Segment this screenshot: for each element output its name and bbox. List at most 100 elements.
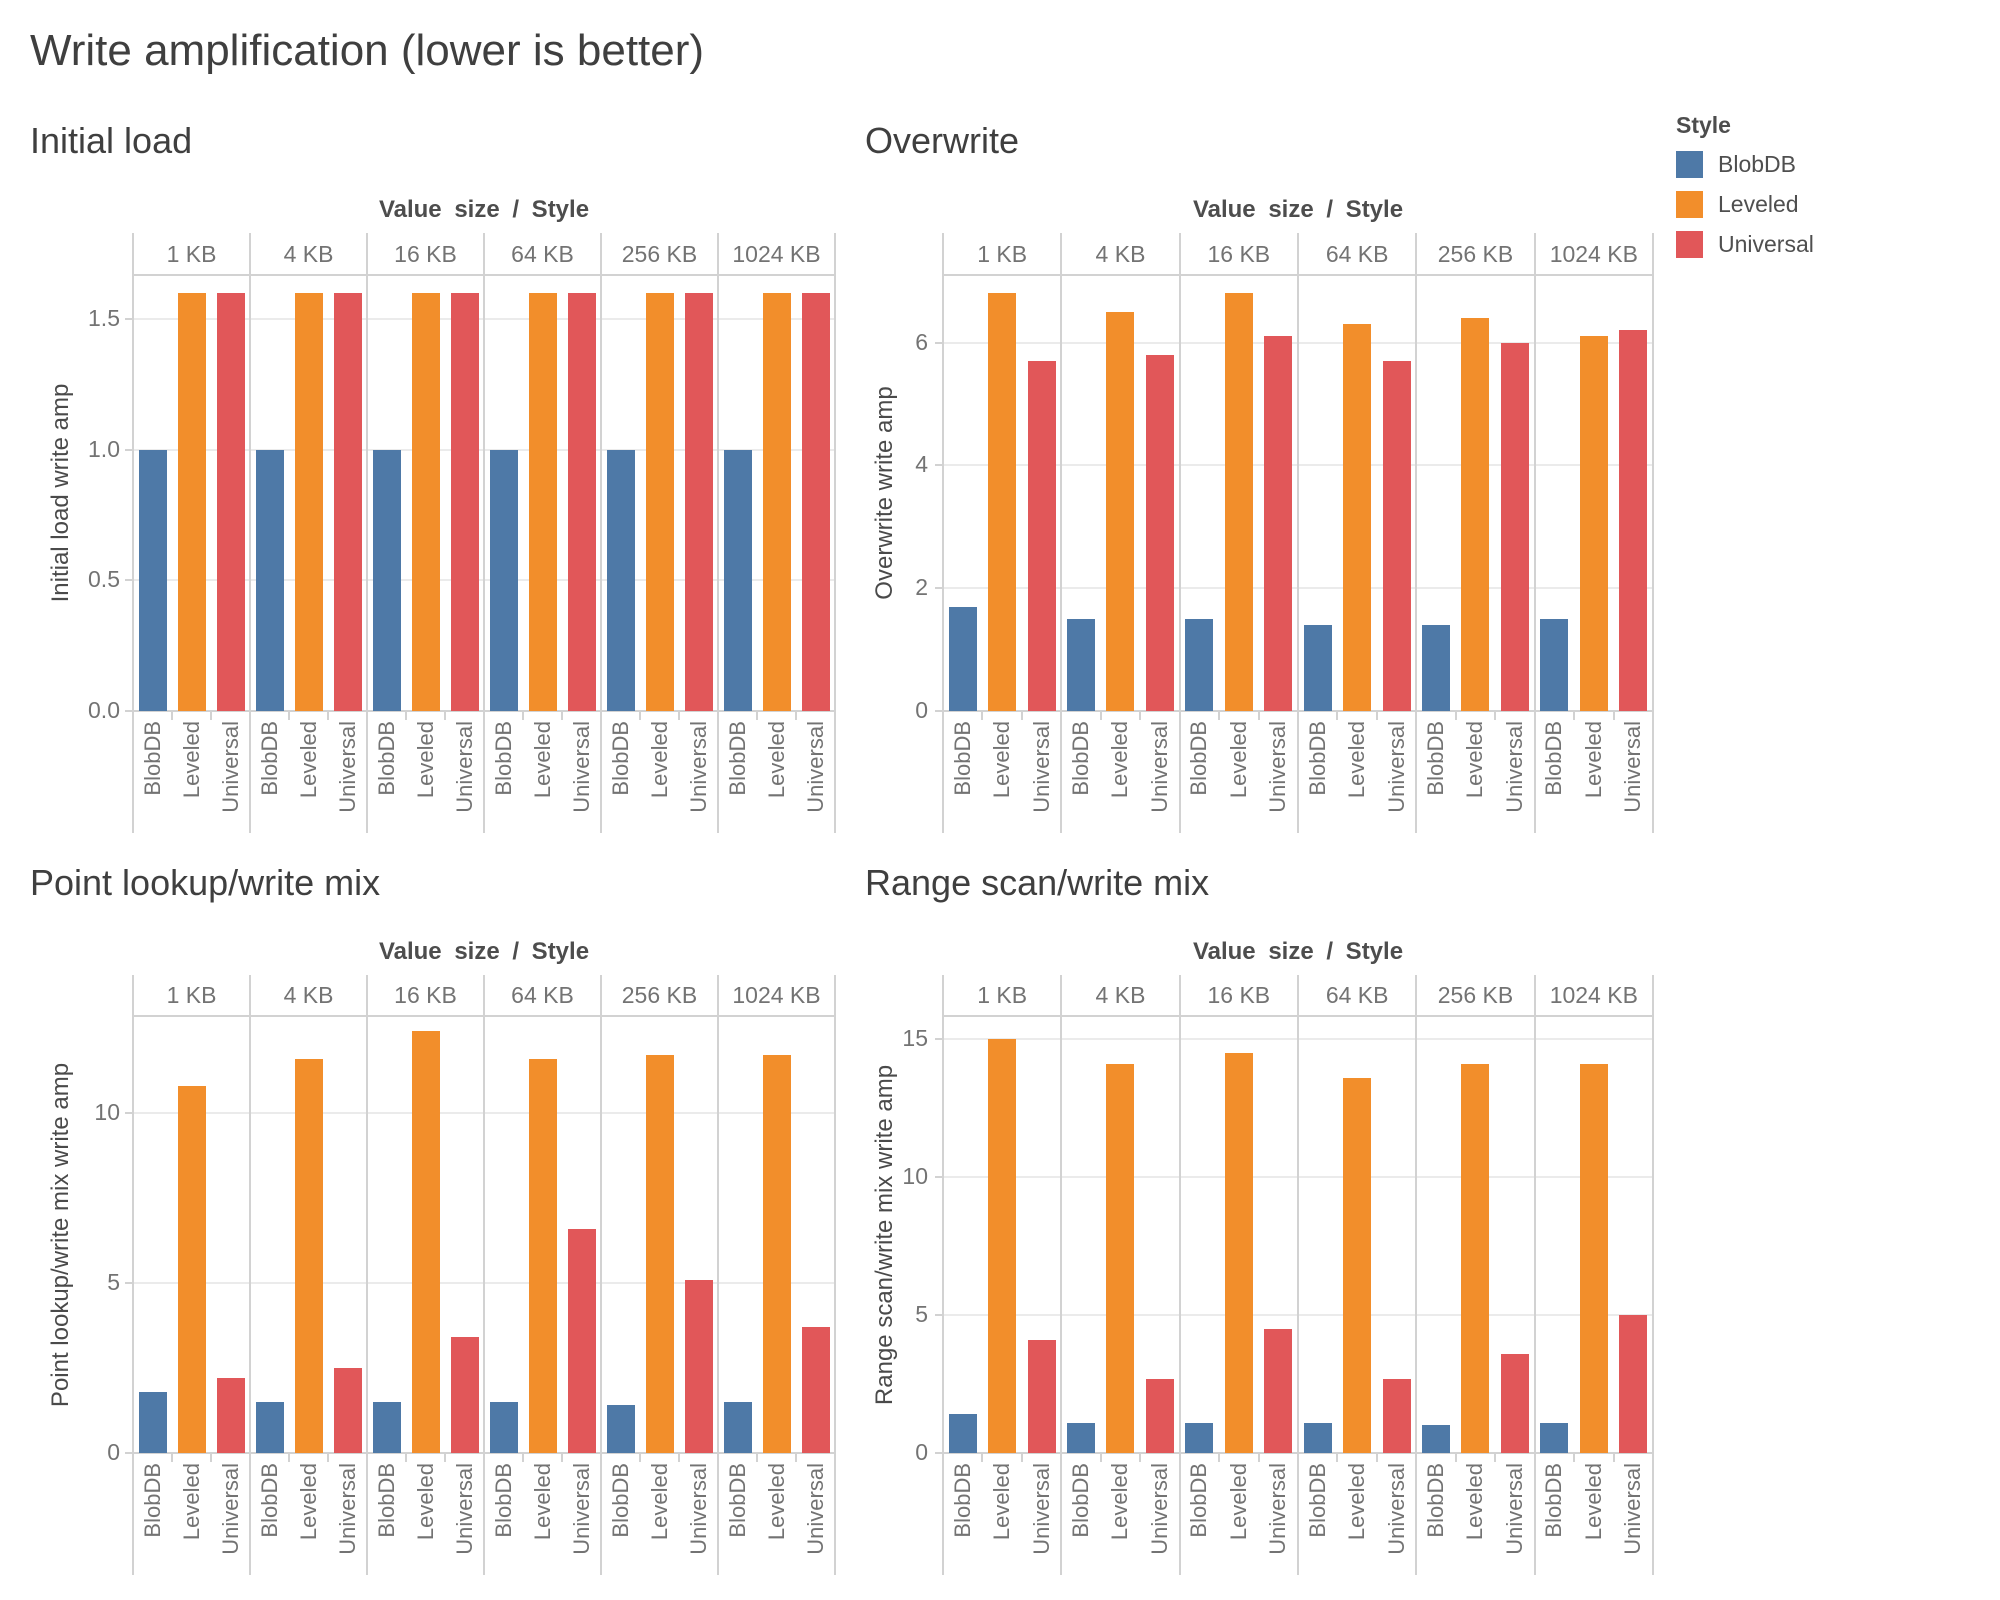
category-tick [678,1453,680,1462]
x-category-label-universal: Universal [1147,1463,1172,1555]
category-tick [981,711,983,720]
category-tick [981,1453,983,1462]
x-category-label-universal: Universal [569,1463,594,1555]
category-tick [561,1453,563,1462]
category-tick [327,1453,329,1462]
x-category-label-blobdb: BlobDB [725,1463,750,1538]
bar-overwrite-1-kb-blobdb [949,607,977,711]
column-header-16-kb: 16 KB [1207,240,1271,267]
column-field-header: Value size / Style [378,196,590,223]
bar-overwrite-1024-kb-universal [1619,330,1647,711]
pane-divider [366,975,368,1575]
y-tick-mark [125,1112,133,1114]
y-tick-mark [935,464,943,466]
bar-point-lookup-write-mix-1024-kb-leveled [763,1055,791,1453]
y-tick-label-10: 10 [94,1099,120,1125]
pane-divider [717,233,719,833]
x-category-label-universal: Universal [452,721,477,813]
x-category-label-universal: Universal [218,721,243,813]
x-category-label-leveled: Leveled [179,721,204,799]
x-category-label-blobdb: BlobDB [1305,1463,1330,1538]
bar-point-lookup-write-mix-256-kb-universal [685,1280,713,1453]
category-tick [1376,1453,1378,1462]
y-tick-mark [125,449,133,451]
y-axis-title-point-lookup-write-mix: Point lookup/write mix write amp [47,1062,74,1408]
category-tick [405,711,407,720]
bar-point-lookup-write-mix-4-kb-universal [334,1368,362,1453]
legend-title: Style [1676,112,1731,138]
x-category-label-leveled: Leveled [296,1463,321,1541]
x-category-label-universal: Universal [1502,1463,1527,1555]
x-category-label-blobdb: BlobDB [950,1463,975,1538]
x-category-label-leveled: Leveled [1581,721,1606,799]
x-category-label-blobdb: BlobDB [491,721,516,796]
x-category-label-blobdb: BlobDB [725,721,750,796]
legend-swatch-universal [1676,231,1703,258]
bar-overwrite-16-kb-blobdb [1185,619,1213,711]
bar-point-lookup-write-mix-1-kb-blobdb [139,1392,167,1453]
category-tick [1494,1453,1496,1462]
bar-point-lookup-write-mix-16-kb-blobdb [373,1402,401,1453]
x-category-label-blobdb: BlobDB [374,721,399,796]
category-tick [1613,1453,1615,1462]
category-tick [639,1453,641,1462]
pane-divider [1060,233,1062,833]
column-header-16-kb: 16 KB [394,240,457,267]
x-category-label-universal: Universal [335,1463,360,1555]
bar-point-lookup-write-mix-1-kb-universal [217,1378,245,1453]
legend-items: BlobDB Leveled Universal [1676,151,1814,258]
pane-divider [483,233,485,833]
x-category-label-leveled: Leveled [179,1463,204,1541]
bar-range-scan-write-mix-1024-kb-universal [1619,1315,1647,1453]
y-tick-label-0: 0 [915,697,928,723]
x-category-label-leveled: Leveled [1226,1463,1251,1541]
x-category-label-blobdb: BlobDB [608,721,633,796]
legend-label-leveled: Leveled [1718,191,1799,217]
bar-point-lookup-write-mix-16-kb-universal [451,1337,479,1453]
bar-initial-load-16-kb-leveled [412,293,440,711]
category-tick [1573,1453,1575,1462]
bar-initial-load-1024-kb-leveled [763,293,791,711]
chart-title-range-scan-write-mix: Range scan/write mix [865,862,1210,903]
category-tick [210,711,212,720]
plot-right-border [1652,233,1654,833]
y-tick-label-1-5: 1.5 [88,305,120,331]
x-category-label-leveled: Leveled [1581,1463,1606,1541]
x-category-label-universal: Universal [335,721,360,813]
x-category-label-blobdb: BlobDB [1541,1463,1566,1538]
x-category-label-leveled: Leveled [989,1463,1014,1541]
category-tick [522,1453,524,1462]
y-tick-mark [935,710,943,712]
bar-overwrite-256-kb-universal [1501,343,1529,711]
x-category-label-leveled: Leveled [989,721,1014,799]
bar-overwrite-1024-kb-leveled [1580,336,1608,711]
bar-overwrite-64-kb-blobdb [1304,625,1332,711]
category-tick [756,711,758,720]
pane-divider [1179,233,1181,833]
bar-initial-load-4-kb-universal [334,293,362,711]
bar-initial-load-1-kb-universal [217,293,245,711]
category-tick [522,711,524,720]
bar-overwrite-4-kb-leveled [1106,312,1134,711]
bar-overwrite-1024-kb-blobdb [1540,619,1568,711]
x-category-label-universal: Universal [1265,1463,1290,1555]
category-tick [1021,711,1023,720]
category-tick [288,1453,290,1462]
x-category-label-universal: Universal [686,721,711,813]
legend-label-blobdb: BlobDB [1718,151,1796,177]
category-tick [288,711,290,720]
x-category-label-blobdb: BlobDB [491,1463,516,1538]
legend-item-leveled: Leveled [1676,191,1814,218]
bar-overwrite-4-kb-blobdb [1067,619,1095,711]
category-tick [1336,711,1338,720]
pane-divider [366,233,368,833]
chart-title-overwrite: Overwrite [865,120,1020,161]
x-category-label-universal: Universal [686,1463,711,1555]
pane-divider [1415,975,1417,1575]
x-category-label-universal: Universal [1029,721,1054,813]
y-tick-label-1-0: 1.0 [88,436,120,462]
x-category-label-blobdb: BlobDB [1186,721,1211,796]
y-tick-label-5: 5 [107,1269,120,1295]
y-tick-mark [125,1282,133,1284]
